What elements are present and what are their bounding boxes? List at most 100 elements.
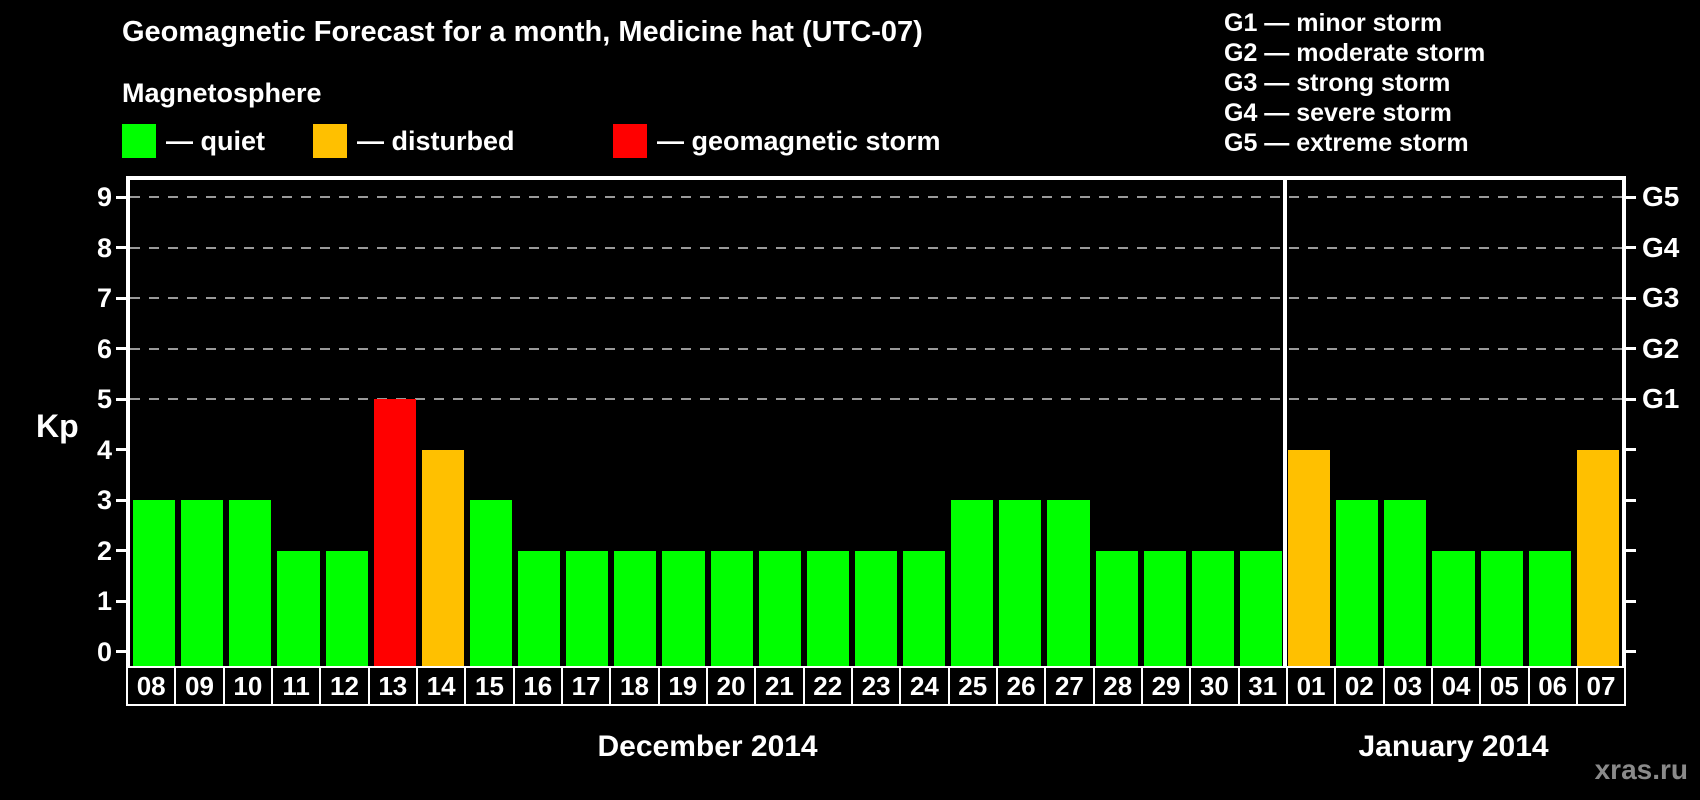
day-label-18: 18 — [611, 668, 660, 704]
left-tick-6 — [116, 347, 126, 351]
day-label-02: 02 — [1336, 668, 1385, 704]
month-separator — [1283, 180, 1288, 666]
day-axis-strip: 08 09 10 11 12 13 14 15 16 17 18 19 20 21 22 23 24 25 26 27… — [126, 666, 1626, 706]
y-axis-title: Kp — [36, 408, 79, 444]
kp-bar-day-15 — [469, 500, 513, 666]
day-label-29: 29 — [1143, 668, 1192, 704]
kp-bar-day-03 — [1384, 500, 1427, 666]
day-label-30: 30 — [1191, 668, 1240, 704]
right-tick-7 — [1626, 296, 1636, 300]
day-label-25: 25 — [950, 668, 998, 704]
left-tick-3 — [116, 498, 126, 502]
kp-bar-day-07 — [1576, 449, 1619, 666]
month-label-0: December 2014 — [597, 730, 818, 763]
kp-bar-day-27 — [1047, 500, 1090, 666]
kp-bar-day-10 — [229, 500, 272, 666]
kp-bar-day-19 — [662, 550, 705, 666]
day-label-09: 09 — [176, 668, 225, 704]
day-label-12: 12 — [321, 668, 370, 704]
day-label-28: 28 — [1095, 668, 1143, 704]
gridline-kp-6 — [130, 347, 1622, 350]
day-label-05: 05 — [1481, 668, 1530, 704]
magnetosphere-legend-title: Magnetosphere — [122, 78, 322, 108]
day-label-19: 19 — [660, 668, 708, 704]
kp-bar-day-14 — [421, 449, 464, 666]
gridline-kp-9 — [130, 196, 1622, 199]
right-tick-0 — [1626, 650, 1636, 654]
right-tick-5 — [1626, 397, 1636, 401]
y-axis-label-5: 5 — [96, 384, 112, 415]
day-label-10: 10 — [225, 668, 273, 704]
g-scale-axis-label-G1: G1 — [1642, 383, 1680, 415]
left-tick-5 — [116, 397, 126, 401]
kp-bar-day-08 — [133, 500, 176, 666]
y-axis-label-4: 4 — [96, 434, 112, 465]
kp-bar-day-30 — [1191, 550, 1234, 666]
y-axis-label-7: 7 — [96, 283, 112, 314]
kp-bar-day-02 — [1336, 500, 1379, 666]
month-label-1: January 2014 — [1358, 730, 1549, 763]
day-label-03: 03 — [1385, 668, 1433, 704]
left-tick-9 — [116, 195, 126, 199]
quiet-legend-label: — quiet — [166, 126, 265, 156]
right-tick-9 — [1626, 195, 1636, 199]
kp-bar-day-26 — [999, 500, 1042, 666]
left-tick-4 — [116, 448, 126, 452]
kp-bar-day-17 — [566, 550, 609, 666]
storm-scale-legend-g2: G2 — moderate storm — [1224, 39, 1486, 67]
day-label-14: 14 — [418, 668, 467, 704]
kp-bar-day-04 — [1432, 550, 1475, 666]
kp-bar-day-22 — [806, 550, 849, 666]
kp-bar-day-01 — [1288, 449, 1331, 666]
right-tick-1 — [1626, 599, 1636, 603]
left-tick-0 — [116, 650, 126, 654]
kp-bar-day-09 — [181, 500, 224, 666]
kp-bar-day-24 — [903, 550, 946, 666]
kp-bar-day-25 — [951, 500, 994, 666]
day-label-31: 31 — [1240, 668, 1288, 704]
day-label-11: 11 — [273, 668, 322, 704]
day-label-24: 24 — [901, 668, 950, 704]
day-label-26: 26 — [998, 668, 1047, 704]
y-axis-label-3: 3 — [96, 485, 112, 516]
y-axis-left — [126, 176, 130, 666]
day-label-15: 15 — [466, 668, 515, 704]
y-axis-label-8: 8 — [96, 232, 112, 263]
kp-bar-day-18 — [614, 550, 657, 666]
kp-bar-day-23 — [854, 550, 898, 666]
right-tick-2 — [1626, 549, 1636, 553]
day-label-23: 23 — [853, 668, 902, 704]
watermark: xras.ru — [1594, 754, 1688, 785]
storm-legend-swatch — [613, 124, 647, 158]
kp-bar-day-21 — [758, 550, 801, 666]
kp-bar-day-28 — [1095, 550, 1138, 666]
gridline-kp-7 — [130, 297, 1622, 300]
day-label-16: 16 — [515, 668, 563, 704]
storm-scale-legend: G1 — minor storm G2 — moderate storm G3 … — [1224, 8, 1485, 158]
g-scale-axis-label-G3: G3 — [1642, 282, 1680, 314]
day-label-07: 07 — [1586, 670, 1616, 701]
day-label-04: 04 — [1433, 668, 1482, 704]
page-title: Geomagnetic Forecast for a month, Medici… — [122, 16, 923, 48]
disturbed-legend-swatch — [313, 124, 347, 158]
day-label-06: 06 — [1530, 668, 1578, 704]
left-tick-1 — [116, 599, 126, 603]
y-axis-label-0: 0 — [96, 636, 112, 667]
y-axis-label-2: 2 — [96, 535, 112, 566]
right-tick-8 — [1626, 246, 1636, 250]
left-tick-7 — [116, 296, 126, 300]
kp-bar-day-13 — [373, 399, 416, 666]
day-label-21: 21 — [756, 668, 805, 704]
kp-bar-day-31 — [1239, 550, 1283, 666]
g-scale-axis-label-G4: G4 — [1642, 231, 1680, 263]
day-label-13: 13 — [370, 668, 418, 704]
y-axis-label-1: 1 — [96, 586, 112, 617]
day-label-17: 17 — [563, 668, 612, 704]
quiet-legend-swatch — [122, 124, 156, 158]
gridline-kp-5 — [130, 398, 1622, 401]
day-label-27: 27 — [1046, 668, 1095, 704]
kp-bar-day-06 — [1528, 550, 1571, 666]
kp-bar-day-11 — [277, 550, 320, 666]
storm-scale-legend-g4: G4 — severe storm — [1224, 99, 1452, 127]
